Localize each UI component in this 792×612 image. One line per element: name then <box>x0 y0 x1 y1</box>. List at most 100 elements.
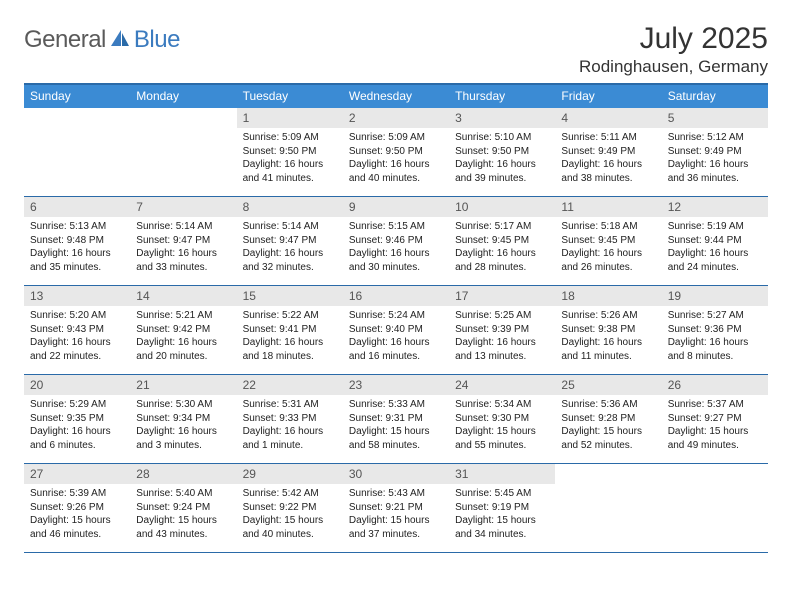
day-cell: 7Sunrise: 5:14 AMSunset: 9:47 PMDaylight… <box>130 197 236 285</box>
daylight-line: Daylight: 15 hours and 40 minutes. <box>243 514 337 541</box>
calendar-grid: Sunday Monday Tuesday Wednesday Thursday… <box>24 83 768 553</box>
day-cell: 23Sunrise: 5:33 AMSunset: 9:31 PMDayligh… <box>343 375 449 463</box>
weekday-header: Thursday <box>449 85 555 108</box>
day-cell <box>555 464 661 552</box>
day-number: 2 <box>343 108 449 128</box>
day-cell: 14Sunrise: 5:21 AMSunset: 9:42 PMDayligh… <box>130 286 236 374</box>
day-number: 15 <box>237 286 343 306</box>
sunrise-line: Sunrise: 5:19 AM <box>668 220 762 234</box>
day-body: Sunrise: 5:15 AMSunset: 9:46 PMDaylight:… <box>343 217 449 279</box>
day-cell: 4Sunrise: 5:11 AMSunset: 9:49 PMDaylight… <box>555 108 661 196</box>
day-number: 20 <box>24 375 130 395</box>
day-number: 26 <box>662 375 768 395</box>
daylight-line: Daylight: 16 hours and 36 minutes. <box>668 158 762 185</box>
sunrise-line: Sunrise: 5:33 AM <box>349 398 443 412</box>
day-cell: 3Sunrise: 5:10 AMSunset: 9:50 PMDaylight… <box>449 108 555 196</box>
day-cell: 26Sunrise: 5:37 AMSunset: 9:27 PMDayligh… <box>662 375 768 463</box>
sunrise-line: Sunrise: 5:25 AM <box>455 309 549 323</box>
daylight-line: Daylight: 16 hours and 22 minutes. <box>30 336 124 363</box>
day-number: 4 <box>555 108 661 128</box>
week-row: 20Sunrise: 5:29 AMSunset: 9:35 PMDayligh… <box>24 375 768 464</box>
day-body: Sunrise: 5:24 AMSunset: 9:40 PMDaylight:… <box>343 306 449 368</box>
day-cell: 18Sunrise: 5:26 AMSunset: 9:38 PMDayligh… <box>555 286 661 374</box>
day-cell <box>662 464 768 552</box>
daylight-line: Daylight: 16 hours and 35 minutes. <box>30 247 124 274</box>
sunset-line: Sunset: 9:47 PM <box>243 234 337 248</box>
day-cell: 29Sunrise: 5:42 AMSunset: 9:22 PMDayligh… <box>237 464 343 552</box>
sunset-line: Sunset: 9:22 PM <box>243 501 337 515</box>
sunset-line: Sunset: 9:49 PM <box>668 145 762 159</box>
day-cell: 27 Sunrise: 5:39 AMSunset: 9:26 PMDayligh… <box>24 464 130 552</box>
sunset-line: Sunset: 9:30 PM <box>455 412 549 426</box>
day-cell: 16Sunrise: 5:24 AMSunset: 9:40 PMDayligh… <box>343 286 449 374</box>
day-cell: 21Sunrise: 5:30 AMSunset: 9:34 PMDayligh… <box>130 375 236 463</box>
sunset-line: Sunset: 9:26 PM <box>30 501 124 515</box>
daylight-line: Daylight: 16 hours and 11 minutes. <box>561 336 655 363</box>
sunset-line: Sunset: 9:50 PM <box>349 145 443 159</box>
sunrise-line: Sunrise: 5:18 AM <box>561 220 655 234</box>
title-block: July 2025 Rodinghausen, Germany <box>579 22 768 77</box>
logo: General Blue <box>24 26 180 54</box>
day-number: 8 <box>237 197 343 217</box>
day-number: 3 <box>449 108 555 128</box>
day-number: 31 <box>449 464 555 484</box>
daylight-line: Daylight: 15 hours and 43 minutes. <box>136 514 230 541</box>
sunrise-line: Sunrise: 5:36 AM <box>561 398 655 412</box>
day-cell: 11Sunrise: 5:18 AMSunset: 9:45 PMDayligh… <box>555 197 661 285</box>
week-row: 6Sunrise: 5:13 AMSunset: 9:48 PMDaylight… <box>24 197 768 286</box>
weekday-header: Tuesday <box>237 85 343 108</box>
sunset-line: Sunset: 9:39 PM <box>455 323 549 337</box>
day-number: 17 <box>449 286 555 306</box>
daylight-line: Daylight: 16 hours and 18 minutes. <box>243 336 337 363</box>
sunrise-line: Sunrise: 5:14 AM <box>243 220 337 234</box>
day-body: Sunrise: 5:14 AMSunset: 9:47 PMDaylight:… <box>237 217 343 279</box>
day-cell: 31Sunrise: 5:45 AMSunset: 9:19 PMDayligh… <box>449 464 555 552</box>
day-number: 10 <box>449 197 555 217</box>
day-body: Sunrise: 5:43 AMSunset: 9:21 PMDaylight:… <box>343 484 449 546</box>
sunset-line: Sunset: 9:21 PM <box>349 501 443 515</box>
day-cell: 25Sunrise: 5:36 AMSunset: 9:28 PMDayligh… <box>555 375 661 463</box>
sunrise-line: Sunrise: 5:22 AM <box>243 309 337 323</box>
day-number: 1 <box>237 108 343 128</box>
sunset-line: Sunset: 9:41 PM <box>243 323 337 337</box>
daylight-line: Daylight: 16 hours and 38 minutes. <box>561 158 655 185</box>
daylight-line: Daylight: 16 hours and 33 minutes. <box>136 247 230 274</box>
daylight-line: Daylight: 16 hours and 40 minutes. <box>349 158 443 185</box>
day-body: Sunrise: 5:13 AMSunset: 9:48 PMDaylight:… <box>24 217 130 279</box>
day-cell: 13Sunrise: 5:20 AMSunset: 9:43 PMDayligh… <box>24 286 130 374</box>
sunrise-line: Sunrise: 5:10 AM <box>455 131 549 145</box>
day-number: 18 <box>555 286 661 306</box>
weekday-header: Saturday <box>662 85 768 108</box>
day-body: Sunrise: 5:14 AMSunset: 9:47 PMDaylight:… <box>130 217 236 279</box>
day-body: Sunrise: 5:21 AMSunset: 9:42 PMDaylight:… <box>130 306 236 368</box>
day-number: 27 <box>24 464 130 484</box>
daylight-line: Daylight: 16 hours and 26 minutes. <box>561 247 655 274</box>
sunset-line: Sunset: 9:47 PM <box>136 234 230 248</box>
daylight-line: Daylight: 16 hours and 24 minutes. <box>668 247 762 274</box>
day-number: 28 <box>130 464 236 484</box>
day-number: 24 <box>449 375 555 395</box>
daylight-line: Daylight: 15 hours and 34 minutes. <box>455 514 549 541</box>
day-cell: 19Sunrise: 5:27 AMSunset: 9:36 PMDayligh… <box>662 286 768 374</box>
daylight-line: Daylight: 16 hours and 39 minutes. <box>455 158 549 185</box>
logo-text-blue: Blue <box>134 26 180 54</box>
sunrise-line: Sunrise: 5:17 AM <box>455 220 549 234</box>
sail-icon <box>109 28 131 53</box>
daylight-line: Daylight: 16 hours and 20 minutes. <box>136 336 230 363</box>
sunrise-line: Sunrise: 5:09 AM <box>243 131 337 145</box>
day-cell <box>130 108 236 196</box>
sunrise-line: Sunrise: 5:39 AM <box>30 487 124 501</box>
weeks-container: 1Sunrise: 5:09 AMSunset: 9:50 PMDaylight… <box>24 108 768 553</box>
day-number: 21 <box>130 375 236 395</box>
day-body: Sunrise: 5:29 AMSunset: 9:35 PMDaylight:… <box>24 395 130 457</box>
daylight-line: Daylight: 16 hours and 8 minutes. <box>668 336 762 363</box>
sunrise-line: Sunrise: 5:31 AM <box>243 398 337 412</box>
day-cell: 5Sunrise: 5:12 AMSunset: 9:49 PMDaylight… <box>662 108 768 196</box>
sunrise-line: Sunrise: 5:42 AM <box>243 487 337 501</box>
day-cell: 15 Sunrise: 5:22 AMSunset: 9:41 PMDayligh… <box>237 286 343 374</box>
day-body: Sunrise: 5:09 AMSunset: 9:50 PMDaylight:… <box>343 128 449 190</box>
day-body: Sunrise: 5:30 AMSunset: 9:34 PMDaylight:… <box>130 395 236 457</box>
sunrise-line: Sunrise: 5:40 AM <box>136 487 230 501</box>
daylight-line: Daylight: 15 hours and 46 minutes. <box>30 514 124 541</box>
day-body: Sunrise: 5:12 AMSunset: 9:49 PMDaylight:… <box>662 128 768 190</box>
